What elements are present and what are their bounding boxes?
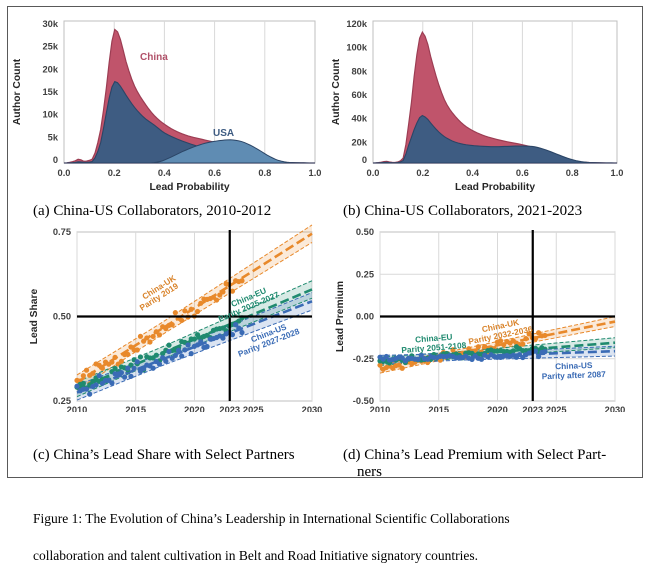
- svg-text:2023: 2023: [219, 405, 240, 412]
- svg-text:2030: 2030: [302, 405, 323, 412]
- svg-text:Lead Share: Lead Share: [29, 288, 40, 344]
- svg-text:-0.25: -0.25: [353, 354, 374, 364]
- svg-text:10k: 10k: [42, 110, 58, 120]
- svg-text:15k: 15k: [42, 87, 58, 97]
- svg-text:0.75: 0.75: [53, 227, 71, 237]
- svg-text:2023: 2023: [522, 405, 543, 412]
- svg-text:Lead Probability: Lead Probability: [455, 182, 535, 193]
- svg-text:100k: 100k: [346, 43, 368, 53]
- svg-text:0.50: 0.50: [356, 227, 374, 237]
- svg-text:Lead Premium: Lead Premium: [335, 281, 346, 352]
- svg-text:USA: USA: [213, 128, 234, 139]
- svg-text:0: 0: [53, 155, 58, 165]
- svg-text:2010: 2010: [67, 405, 88, 412]
- svg-text:1.0: 1.0: [611, 168, 624, 178]
- svg-text:Author Count: Author Count: [12, 58, 23, 125]
- svg-text:2010: 2010: [370, 405, 391, 412]
- svg-text:1.0: 1.0: [309, 168, 322, 178]
- svg-text:Lead Probability: Lead Probability: [149, 182, 229, 193]
- svg-text:5k: 5k: [48, 132, 59, 142]
- svg-text:0.6: 0.6: [516, 168, 529, 178]
- svg-text:0.8: 0.8: [258, 168, 271, 178]
- svg-text:Author Count: Author Count: [331, 58, 342, 125]
- svg-text:120k: 120k: [346, 19, 368, 29]
- svg-text:0.50: 0.50: [53, 312, 71, 322]
- svg-text:20k: 20k: [351, 137, 367, 147]
- svg-text:40k: 40k: [351, 114, 367, 124]
- svg-text:0.0: 0.0: [367, 168, 380, 178]
- svg-text:0.2: 0.2: [416, 168, 429, 178]
- svg-text:2030: 2030: [605, 405, 626, 412]
- svg-text:0.8: 0.8: [566, 168, 579, 178]
- svg-text:0.25: 0.25: [356, 269, 374, 279]
- svg-text:25k: 25k: [42, 42, 58, 52]
- svg-text:0.2: 0.2: [108, 168, 121, 178]
- svg-text:20k: 20k: [42, 64, 58, 74]
- svg-text:0.25: 0.25: [53, 396, 71, 406]
- svg-text:2015: 2015: [428, 405, 449, 412]
- svg-text:0.00: 0.00: [356, 312, 374, 322]
- svg-text:60k: 60k: [351, 90, 367, 100]
- svg-text:0: 0: [362, 155, 367, 165]
- svg-text:-0.50: -0.50: [353, 396, 374, 406]
- svg-text:2020: 2020: [487, 405, 508, 412]
- svg-text:0.4: 0.4: [158, 168, 172, 178]
- svg-text:80k: 80k: [351, 66, 367, 76]
- svg-text:30k: 30k: [42, 19, 58, 29]
- svg-text:2020: 2020: [184, 405, 205, 412]
- svg-text:2025: 2025: [546, 405, 567, 412]
- svg-text:2015: 2015: [125, 405, 146, 412]
- svg-text:0.0: 0.0: [58, 168, 71, 178]
- svg-text:China: China: [140, 52, 168, 63]
- svg-text:0.4: 0.4: [466, 168, 480, 178]
- svg-text:0.6: 0.6: [208, 168, 221, 178]
- svg-text:2025: 2025: [243, 405, 264, 412]
